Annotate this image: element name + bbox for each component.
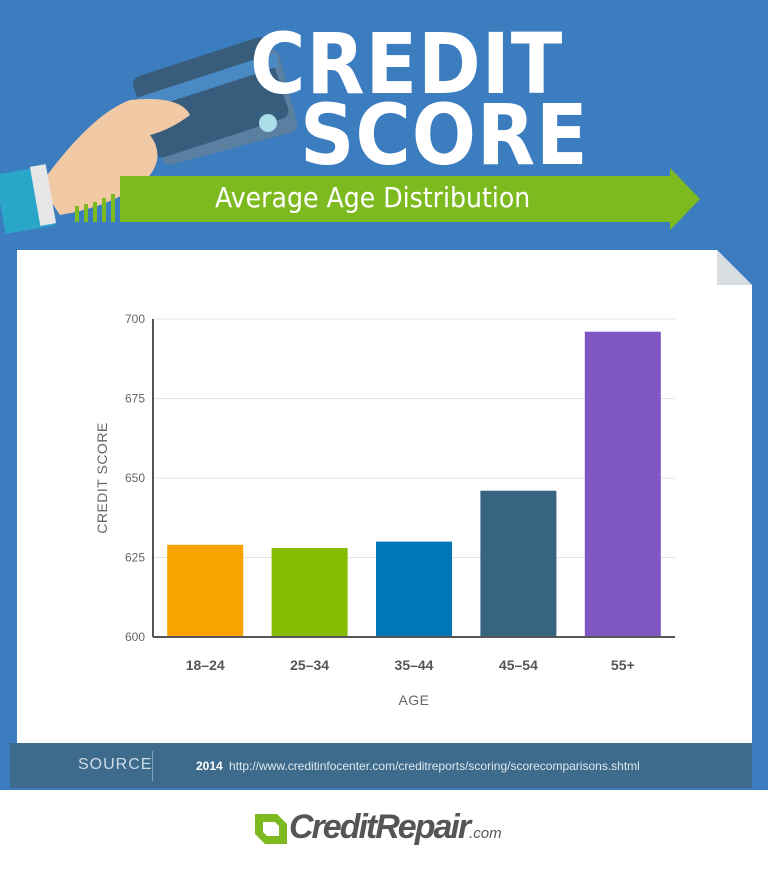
header-background: CREDIT SCORE Average Age Distribution 60… [0, 0, 768, 790]
title-line-1: CREDIT [250, 15, 564, 113]
y-tick-label: 675 [125, 392, 145, 406]
logo-text: CreditRepair [289, 808, 471, 846]
folded-corner-icon [717, 250, 752, 285]
creditrepair-logo[interactable]: CreditRepair .com [253, 808, 502, 847]
x-tick-label: 25–34 [290, 657, 329, 673]
logo-suffix: .com [469, 825, 502, 842]
bar-25–34 [271, 547, 348, 637]
bar-18–24 [167, 544, 244, 637]
x-tick-label: 35–44 [395, 657, 434, 673]
source-label: SOURCE [78, 756, 153, 773]
hand-holding-card-icon [0, 37, 298, 234]
y-axis-label: CREDIT SCORE [94, 422, 110, 534]
x-tick-label: 55+ [611, 657, 635, 673]
x-axis-label: AGE [398, 692, 429, 708]
divider [152, 751, 153, 781]
y-tick-label: 700 [125, 312, 145, 326]
title-line-2: SCORE [300, 86, 589, 184]
subtitle: Average Age Distribution [215, 181, 531, 214]
x-tick-label: 45–54 [499, 657, 538, 673]
arrow-banner [75, 168, 700, 230]
source-year: 2014 [196, 759, 223, 773]
bar-chart: 600 625 650 675 700 18–24 25–34 35–44 45–54 55+ C… [94, 312, 675, 708]
y-tick-label: 650 [125, 471, 145, 485]
x-tick-label: 18–24 [186, 657, 225, 673]
y-tick-label: 625 [125, 551, 145, 565]
chart-card: 600 625 650 675 700 18–24 25–34 35–44 45–54 55+ C… [17, 250, 752, 745]
bar-35–44 [376, 541, 452, 637]
bar-45–54 [480, 490, 557, 637]
source-bar: SOURCE 2014 http://www.creditinfocenter.… [10, 743, 752, 788]
bar-55+ [584, 331, 661, 637]
logo-mark-icon [255, 813, 287, 844]
y-tick-label: 600 [125, 630, 145, 644]
source-url[interactable]: http://www.creditinfocenter.com/creditre… [229, 759, 640, 773]
